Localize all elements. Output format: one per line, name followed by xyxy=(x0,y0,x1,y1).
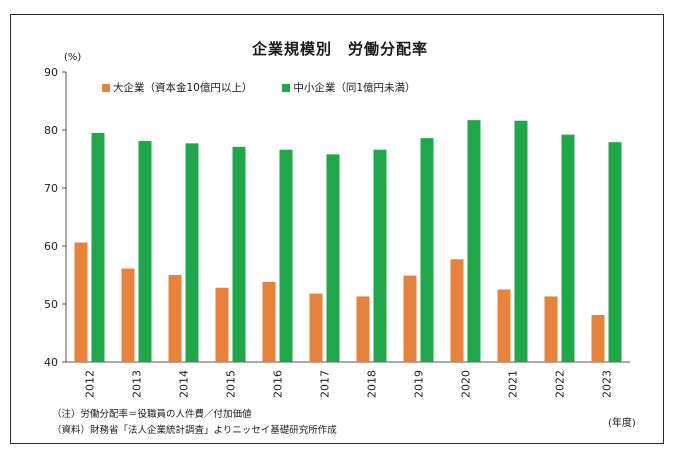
bar-sme xyxy=(91,132,105,362)
bar-large-enterprise xyxy=(215,287,229,362)
bar-large-enterprise xyxy=(403,275,417,362)
note-source: （資料）財務省「法人企業統計調査」よりニッセイ基礎研究所作成 xyxy=(52,425,337,436)
x-tick-label: 2019 xyxy=(413,370,426,398)
bar-large-enterprise xyxy=(450,259,464,362)
x-tick-label: 2014 xyxy=(178,370,191,398)
legend-swatch-sme xyxy=(282,83,291,92)
chart-title: 企業規模別 労働分配率 xyxy=(251,40,428,58)
x-tick-label: 2012 xyxy=(84,370,97,398)
y-tick-label: 50 xyxy=(44,298,58,311)
bar-sme xyxy=(467,120,481,362)
bar-large-enterprise xyxy=(74,242,88,362)
legend-label-large: 大企業（資本金10億円以上） xyxy=(113,82,253,94)
bar-sme xyxy=(279,149,293,362)
bar-large-enterprise xyxy=(497,289,511,362)
bar-sme xyxy=(232,146,246,362)
bar-sme xyxy=(185,143,199,362)
legend: 大企業（資本金10億円以上） 中小企業（同1億円未満） xyxy=(102,80,416,95)
chart-notes: （注）労働分配率＝役職員の人件費／付加価値 （資料）財務省「法人企業統計調査」よ… xyxy=(52,407,337,439)
x-tick-label: 2020 xyxy=(460,370,473,398)
y-tick-label: 60 xyxy=(44,240,58,253)
y-tick-label: 80 xyxy=(44,124,58,137)
x-tick-label: 2021 xyxy=(507,370,520,398)
x-tick-label: 2018 xyxy=(366,370,379,398)
bar-large-enterprise xyxy=(309,293,323,362)
bar-sme xyxy=(138,141,152,362)
x-tick-label: 2016 xyxy=(272,370,285,398)
bar-sme xyxy=(561,134,575,362)
bar-large-enterprise xyxy=(168,275,182,362)
bar-large-enterprise xyxy=(356,296,370,362)
bar-large-enterprise xyxy=(544,296,558,362)
bar-large-enterprise xyxy=(121,268,135,362)
bar-sme xyxy=(608,142,622,362)
bar-sme xyxy=(514,120,528,362)
legend-label-sme: 中小企業（同1億円未満） xyxy=(293,82,416,94)
bar-sme xyxy=(326,154,340,362)
x-tick-label: 2015 xyxy=(225,370,238,398)
bar-large-enterprise xyxy=(591,315,605,362)
x-axis-unit: (年度) xyxy=(608,418,636,429)
bar-sme xyxy=(373,149,387,362)
legend-swatch-large xyxy=(102,83,110,92)
legend-item-large: 大企業（資本金10億円以上） xyxy=(102,80,252,95)
bar-sme xyxy=(420,138,434,362)
legend-item-sme: 中小企業（同1億円未満） xyxy=(282,80,416,95)
x-tick-label: 2017 xyxy=(319,370,332,398)
y-tick-label: 70 xyxy=(44,182,58,195)
x-tick-label: 2023 xyxy=(601,370,614,398)
y-tick-label: 40 xyxy=(44,356,58,369)
bar-large-enterprise xyxy=(262,281,276,362)
y-tick-label: 90 xyxy=(44,66,58,79)
y-axis-unit: (%) xyxy=(64,52,82,63)
x-tick-label: 2022 xyxy=(554,370,567,398)
note-definition: （注）労働分配率＝役職員の人件費／付加価値 xyxy=(52,409,252,420)
x-tick-label: 2013 xyxy=(131,370,144,398)
